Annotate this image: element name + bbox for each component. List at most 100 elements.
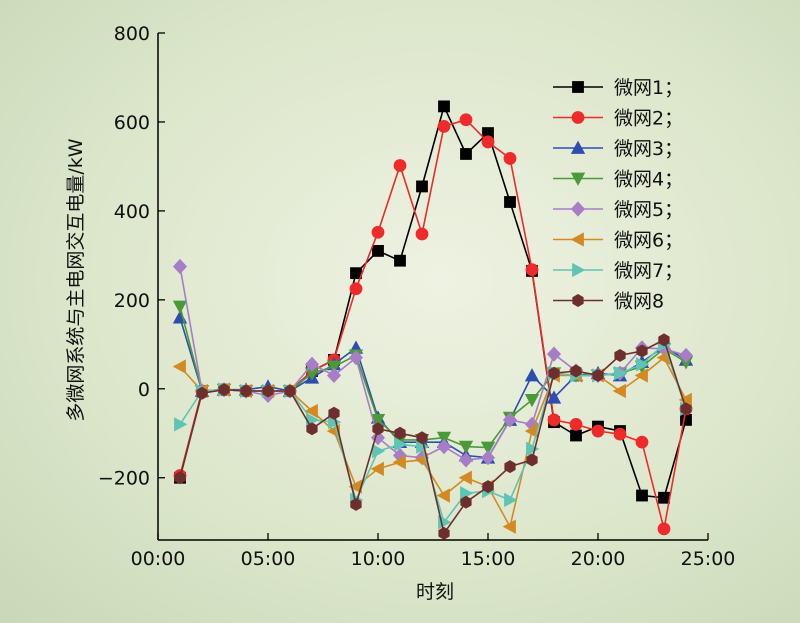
series-5-point: [348, 350, 364, 366]
series-2-point: [481, 135, 495, 149]
series-8-point: [460, 495, 472, 509]
series-2-point: [503, 152, 517, 165]
series-5-point: [546, 346, 562, 362]
x-tick-label: 20:00: [571, 548, 626, 570]
series-4-line: [179, 306, 687, 449]
series-1-point: [372, 245, 384, 257]
series-2-point: [657, 522, 671, 536]
x-tick-label: 15:00: [461, 548, 516, 570]
series-2-line: [179, 118, 687, 530]
series-5-point: [480, 450, 496, 466]
series-1-point: [394, 254, 406, 267]
legend-label: 微网6；: [614, 230, 683, 252]
series-5-point: [172, 258, 188, 275]
legend-label: 微网8: [614, 291, 664, 313]
series-4-point: [370, 414, 386, 428]
series-8-point: [394, 426, 406, 440]
series-3-line: [179, 317, 687, 459]
y-axis-title: 多微网系统与主电网交互电量/kW: [65, 138, 87, 421]
series-7-point: [614, 366, 628, 381]
series-7-point: [174, 417, 188, 432]
series-2-point: [525, 263, 539, 277]
series-5-point: [436, 439, 452, 455]
legend-label: 微网7；: [614, 260, 683, 282]
x-tick-label: 05:00: [241, 548, 296, 570]
series-2-point: [591, 424, 605, 438]
legend-swatch-marker: [571, 111, 585, 124]
y-tick-label: 400: [114, 201, 150, 223]
legend-item-6: 微网6；: [553, 230, 683, 252]
legend-item-1: 微网1；: [553, 77, 683, 99]
x-tick-label: 25:00: [681, 548, 736, 570]
y-tick-label: 0: [138, 379, 150, 401]
series-4-point: [326, 360, 342, 374]
series-8-point: [526, 453, 538, 467]
legend-swatch-marker: [570, 232, 584, 247]
legend-swatch-marker: [570, 140, 586, 154]
series-1-point: [658, 491, 670, 504]
legend-label: 微网2；: [614, 108, 683, 130]
series-2-point: [635, 435, 649, 449]
series-8-point: [614, 348, 626, 362]
series-4-point: [458, 440, 474, 454]
legend-item-4: 微网4；: [553, 169, 683, 191]
series-4-point: [172, 300, 188, 314]
series-6-point: [612, 383, 626, 399]
series-8-line: [179, 338, 687, 536]
series-8-point: [306, 422, 318, 436]
series-layer: [172, 100, 694, 540]
legend-item-7: 微网7；: [553, 260, 683, 282]
legend-label: 微网1；: [614, 77, 683, 99]
series-6-point: [304, 403, 318, 419]
series-8-point: [482, 480, 494, 494]
series-1-point: [504, 196, 516, 208]
series-8-point: [262, 384, 274, 398]
series-1-point: [416, 180, 428, 193]
series-8-point: [416, 431, 428, 445]
series-8-point: [592, 368, 604, 382]
series-5-point: [678, 347, 694, 364]
series-4-point: [524, 394, 540, 408]
series-5-point: [458, 452, 474, 468]
legend-label: 微网4；: [614, 169, 683, 191]
series-8-point: [284, 384, 296, 398]
series-2-point: [547, 413, 561, 427]
series-6-point: [502, 519, 516, 534]
series-8-point: [570, 364, 582, 378]
series-8-point: [438, 526, 450, 540]
series-1-point: [460, 148, 472, 160]
series-2-point: [613, 427, 627, 441]
x-tick-label: 00:00: [131, 548, 186, 570]
legend-swatch-marker: [572, 81, 584, 93]
series-1-point: [680, 414, 692, 426]
series-2-point: [437, 119, 451, 133]
series-2-point: [569, 417, 583, 431]
series-2-point: [393, 159, 407, 172]
x-axis-title: 时刻: [416, 581, 454, 603]
series-6-point: [458, 470, 472, 485]
y-tick-label: 600: [114, 112, 150, 134]
series-8-point: [658, 333, 670, 347]
legend-swatch-marker: [572, 294, 584, 307]
series-2-point: [349, 282, 363, 296]
series-1-point: [438, 100, 450, 113]
y-tick-label: 800: [114, 23, 150, 45]
series-2-point: [459, 113, 473, 127]
series-8-point: [174, 471, 186, 485]
x-tick-label: 10:00: [351, 548, 406, 570]
legend-item-3: 微网3；: [553, 138, 683, 160]
series-8-point: [548, 366, 560, 380]
legend-item-2: 微网2；: [553, 108, 683, 130]
series-6-point: [392, 454, 406, 470]
series-5-point: [326, 367, 342, 384]
y-tick-label: −200: [98, 468, 150, 490]
series-6-point: [370, 461, 384, 477]
series-8-point: [504, 460, 516, 474]
series-2-point: [371, 225, 385, 239]
legend-label: 微网3；: [614, 138, 683, 160]
legend: 微网1； 微网2； 微网3； 微网4； 微网5； 微网6； 微网7； 微网8: [553, 77, 683, 313]
series-5-point: [502, 412, 518, 428]
series-4-point: [480, 441, 496, 455]
